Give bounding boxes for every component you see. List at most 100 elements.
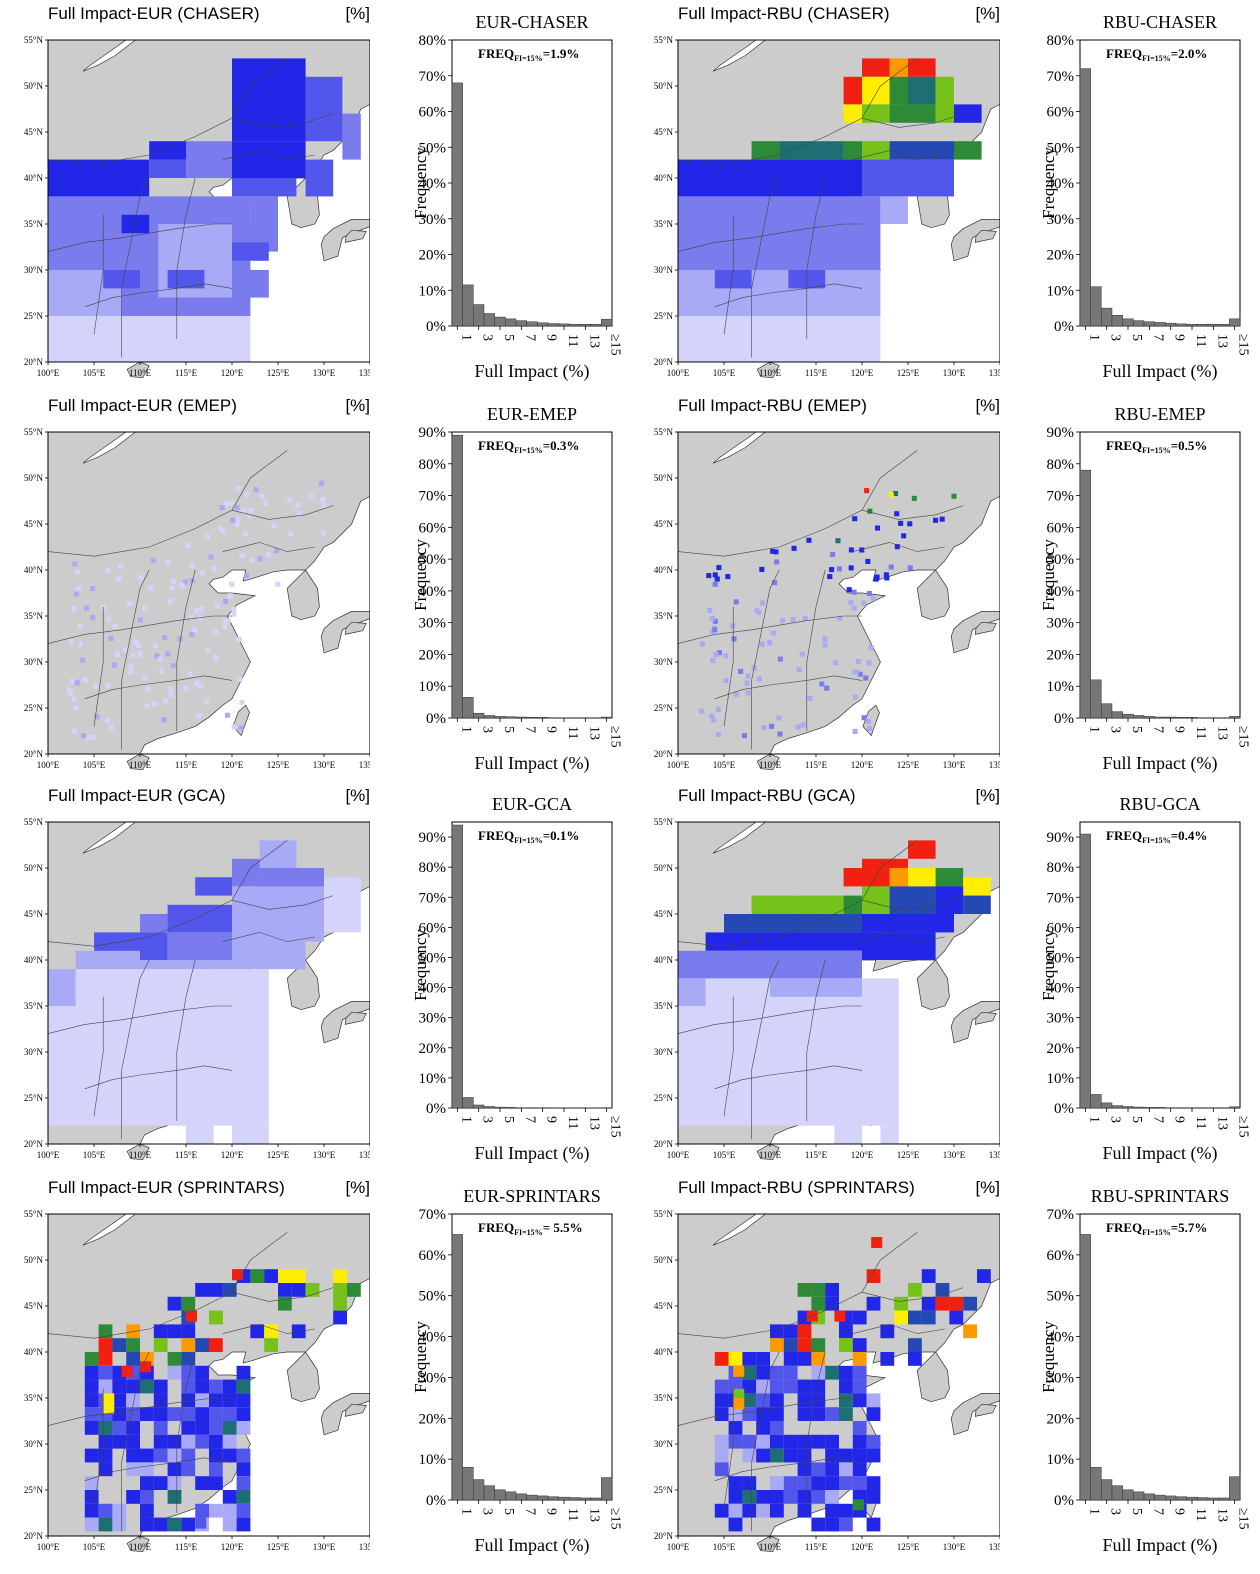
hist-bar bbox=[1122, 713, 1134, 719]
impact-cell bbox=[152, 701, 158, 707]
impact-cell bbox=[811, 1462, 826, 1477]
lat-tick-label: 25°N bbox=[24, 703, 44, 713]
impact-cell bbox=[770, 978, 862, 997]
impact-cell bbox=[678, 270, 881, 316]
border-line bbox=[231, 505, 334, 520]
impact-cell bbox=[745, 690, 751, 696]
impact-cell bbox=[184, 543, 191, 549]
hist-bar bbox=[1101, 1102, 1113, 1109]
impact-cell bbox=[229, 581, 235, 587]
impact-cell bbox=[71, 696, 77, 702]
y-tick-label: 10% bbox=[1047, 1452, 1075, 1468]
y-tick-label: 30% bbox=[419, 212, 447, 228]
map-frame bbox=[677, 821, 1000, 1145]
impact-cell bbox=[112, 1434, 127, 1449]
freq-annotation: FREQFI=15%= 5.5% bbox=[478, 1220, 583, 1237]
impact-cell bbox=[247, 513, 253, 519]
x-axis-label: Full Impact (%) bbox=[1102, 361, 1218, 381]
impact-cell bbox=[222, 1407, 237, 1421]
hist-bar bbox=[505, 1491, 517, 1501]
impact-cell bbox=[78, 642, 84, 648]
impact-cell bbox=[827, 574, 833, 580]
impact-cell bbox=[209, 1338, 223, 1352]
hist-bar bbox=[1229, 318, 1241, 327]
lat-tick-label: 30°N bbox=[654, 265, 674, 275]
lon-tick-label: 115°E bbox=[805, 368, 828, 378]
impact-cell bbox=[851, 605, 857, 611]
hist-bar bbox=[494, 316, 506, 327]
y-tick-label: 40% bbox=[419, 584, 447, 600]
impact-cell bbox=[712, 572, 718, 578]
lat-tick-label: 55°N bbox=[654, 35, 674, 45]
impact-cell bbox=[153, 1393, 168, 1408]
impact-cells bbox=[714, 1237, 991, 1532]
impact-cell bbox=[795, 724, 801, 730]
impact-cell bbox=[893, 490, 899, 497]
hist-bar bbox=[1090, 679, 1102, 719]
impact-cell bbox=[106, 616, 112, 622]
impact-cell bbox=[759, 641, 765, 647]
impact-cell bbox=[236, 1407, 251, 1421]
impact-cell bbox=[223, 598, 229, 604]
y-tick-label: 20% bbox=[419, 248, 447, 264]
impact-cell bbox=[199, 570, 205, 576]
impact-cell bbox=[209, 1407, 223, 1421]
lon-tick-label: 135°E bbox=[989, 1542, 1000, 1552]
impact-cell bbox=[181, 1338, 196, 1352]
province-borders bbox=[677, 58, 964, 358]
impact-cell bbox=[140, 1517, 154, 1532]
impact-cell bbox=[843, 104, 862, 123]
impact-cell bbox=[888, 492, 894, 498]
impact-cell bbox=[264, 1324, 278, 1339]
impact-cell bbox=[777, 731, 783, 737]
hist-bar bbox=[526, 717, 538, 719]
x-tick-label: 7 bbox=[522, 726, 537, 733]
map-panel: 100°E 105°E 110°E 115°E 120°E 125°E 130°E 135°E… bbox=[0, 0, 370, 392]
impact-cell bbox=[324, 877, 361, 933]
hist-bar bbox=[473, 712, 485, 719]
impact-cell bbox=[866, 1476, 881, 1490]
impact-cell bbox=[98, 1503, 113, 1518]
impact-cell bbox=[954, 141, 982, 160]
impact-cell bbox=[825, 1503, 839, 1518]
hist-bar bbox=[1133, 715, 1145, 719]
impact-cells bbox=[698, 488, 957, 739]
impact-cell bbox=[48, 159, 150, 197]
impact-cell bbox=[153, 1434, 168, 1449]
impact-cell bbox=[112, 1503, 127, 1518]
hist-frame bbox=[451, 39, 613, 327]
freq-annotation: FREQFI=15%=0.3% bbox=[478, 438, 579, 455]
impact-cell bbox=[250, 1269, 265, 1283]
impact-cell bbox=[866, 1490, 881, 1504]
border-line bbox=[47, 223, 232, 252]
x-tick-label: 7 bbox=[1150, 1508, 1165, 1515]
impact-cell bbox=[733, 1398, 745, 1410]
map-frame bbox=[47, 1213, 370, 1537]
impact-cell bbox=[116, 576, 122, 582]
hist-frame bbox=[1079, 1213, 1241, 1501]
impact-cell bbox=[963, 1324, 977, 1339]
border-line bbox=[751, 177, 780, 358]
impact-cell bbox=[770, 1324, 784, 1339]
lon-tick-label: 115°E bbox=[175, 1542, 198, 1552]
lon-tick-label: 110°E bbox=[129, 368, 152, 378]
lat-tick-label: 30°N bbox=[24, 1439, 44, 1449]
impact-cell bbox=[783, 1448, 798, 1463]
border-line bbox=[47, 615, 232, 644]
lat-tick-label: 35°N bbox=[24, 219, 44, 229]
impact-cell bbox=[236, 636, 242, 642]
impact-cell bbox=[153, 1448, 168, 1463]
lat-tick-label: 45°N bbox=[654, 519, 674, 529]
impact-cell bbox=[167, 1352, 182, 1366]
impact-cell bbox=[81, 733, 87, 739]
y-tick-label: 50% bbox=[1047, 1289, 1075, 1305]
province-borders bbox=[677, 450, 964, 750]
x-tick-label: 3 bbox=[480, 1508, 495, 1515]
impact-cell bbox=[181, 1517, 196, 1532]
hist-bar bbox=[1122, 318, 1134, 327]
x-tick-label: 11 bbox=[1193, 334, 1208, 347]
x-tick-label: 1 bbox=[458, 1116, 473, 1123]
lon-tick-label: 105°E bbox=[713, 760, 736, 770]
lat-tick-label: 30°N bbox=[654, 1439, 674, 1449]
lat-tick-label: 40°N bbox=[654, 955, 674, 965]
